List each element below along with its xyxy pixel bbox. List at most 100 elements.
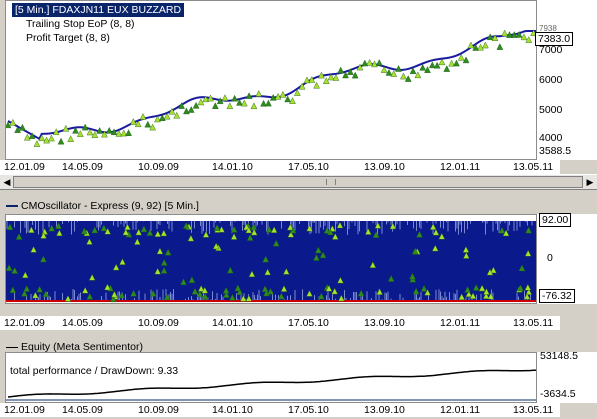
signal-marker-icon [364, 228, 372, 235]
oscillator-plot-area[interactable] [5, 214, 537, 304]
trade-marker-icon [62, 124, 70, 132]
trade-marker-icon [57, 137, 65, 145]
signal-marker-icon [389, 222, 397, 230]
trade-marker-icon [453, 59, 460, 67]
price-y-axis: 7938 7000 6000 5000 4000 3588.5 [537, 0, 597, 160]
signal-marker-icon [23, 285, 31, 292]
x-tick: 14.05.09 [62, 317, 103, 329]
trade-marker-icon [187, 106, 195, 113]
trade-marker-icon [231, 94, 238, 102]
signal-marker-icon [429, 223, 437, 230]
signal-marker-icon [135, 228, 142, 236]
signal-marker-icon [490, 266, 497, 274]
trade-marker-icon [525, 36, 533, 43]
trade-marker-icon [361, 59, 369, 67]
signal-marker-icon [156, 247, 164, 255]
signal-marker-icon [387, 275, 395, 282]
trade-marker-icon [424, 66, 431, 73]
equity-y-axis: 53148.5 -3634.5 [537, 350, 597, 403]
signal-marker-icon [313, 254, 320, 261]
arrow-right-icon[interactable]: ▶ [586, 177, 594, 187]
trade-marker-icon [236, 98, 243, 106]
time-scrollbar[interactable]: ◀ ▶ [0, 174, 597, 190]
signal-marker-icon [278, 292, 285, 300]
signal-marker-icon [212, 242, 220, 250]
trade-marker-icon [72, 126, 79, 134]
signal-marker-icon [327, 228, 334, 236]
trade-marker-icon [173, 111, 181, 119]
trade-marker-icon [43, 136, 50, 144]
equity-svg [6, 369, 536, 401]
trade-marker-icon [419, 63, 427, 71]
x-tick: 10.09.09 [138, 161, 179, 173]
trade-marker-icon [467, 41, 475, 49]
oscillator-zero-label: 0 [547, 252, 553, 264]
x-tick: 13.05.11 [513, 161, 554, 173]
signal-marker-icon [122, 228, 130, 236]
signal-marker-icon [409, 272, 416, 280]
trade-marker-icon [443, 65, 451, 72]
signal-marker-icon [111, 290, 118, 298]
trade-marker-icon [48, 134, 55, 142]
scrollbar-thumb[interactable] [13, 176, 583, 188]
signal-marker-icon [100, 224, 108, 232]
signal-marker-icon [140, 225, 148, 233]
signal-marker-icon [462, 246, 470, 253]
trade-marker-icon [216, 97, 224, 105]
trade-marker-icon [96, 127, 103, 134]
signal-marker-icon [133, 238, 141, 245]
trade-marker-icon [351, 71, 359, 79]
trade-marker-icon [154, 115, 161, 123]
signal-marker-icon [124, 223, 131, 231]
trade-marker-icon [496, 43, 504, 50]
trade-marker-icon [366, 58, 373, 66]
trade-marker-icon [520, 33, 528, 41]
signal-marker-icon [230, 233, 238, 240]
signal-marker-icon [229, 293, 236, 301]
signal-marker-icon [236, 288, 243, 295]
trade-marker-icon [250, 102, 258, 110]
trade-marker-icon [14, 126, 21, 133]
trade-marker-icon [197, 98, 205, 106]
signal-marker-icon [104, 227, 112, 235]
price-chart-pane: [5 Min.] FDAXJN11 EUX BUZZARD Trailing S… [0, 0, 597, 174]
price-plot-area[interactable]: [5 Min.] FDAXJN11 EUX BUZZARD Trailing S… [5, 0, 537, 160]
equity-stats: total performance / DrawDown: 9.33 [10, 365, 179, 377]
signal-marker-icon [196, 290, 204, 298]
signal-marker-icon [48, 224, 56, 232]
signal-marker-icon [336, 221, 344, 229]
trade-marker-icon [448, 59, 455, 67]
trade-marker-icon [178, 102, 185, 109]
trade-marker-icon [120, 129, 128, 137]
signal-marker-icon [469, 292, 477, 299]
trade-marker-icon [110, 128, 118, 136]
trade-marker-icon [375, 59, 383, 66]
signal-marker-icon [331, 287, 339, 295]
trade-marker-icon [472, 44, 480, 51]
equity-title: Equity (Meta Sentimentor) [21, 341, 143, 353]
x-tick: 14.05.09 [62, 404, 103, 416]
signal-marker-icon [458, 293, 466, 300]
grip-icon [326, 179, 336, 185]
signal-marker-icon [487, 292, 495, 300]
x-tick: 17.05.10 [288, 161, 329, 173]
price-chart-svg [6, 29, 536, 147]
signal-marker-icon [160, 229, 168, 237]
chart-title[interactable]: [5 Min.] FDAXJN11 EUX BUZZARD [12, 3, 185, 17]
signal-marker-icon [282, 267, 290, 275]
trade-marker-icon [260, 99, 267, 107]
y-tick-6000: 6000 [539, 74, 563, 86]
arrow-left-icon[interactable]: ◀ [3, 177, 11, 187]
x-tick: 13.05.11 [513, 317, 554, 329]
trade-marker-icon [385, 69, 393, 76]
signal-marker-icon [81, 286, 89, 294]
trade-marker-icon [33, 140, 41, 147]
signal-marker-icon [240, 294, 247, 302]
trade-marker-icon [105, 126, 113, 134]
trade-marker-icon [19, 123, 26, 131]
equity-plot-area[interactable]: total performance / DrawDown: 9.33 [5, 352, 537, 403]
signal-marker-icon [262, 255, 269, 263]
signal-marker-icon [88, 273, 96, 281]
signal-marker-icon [109, 295, 117, 303]
signal-marker-icon [213, 224, 221, 231]
